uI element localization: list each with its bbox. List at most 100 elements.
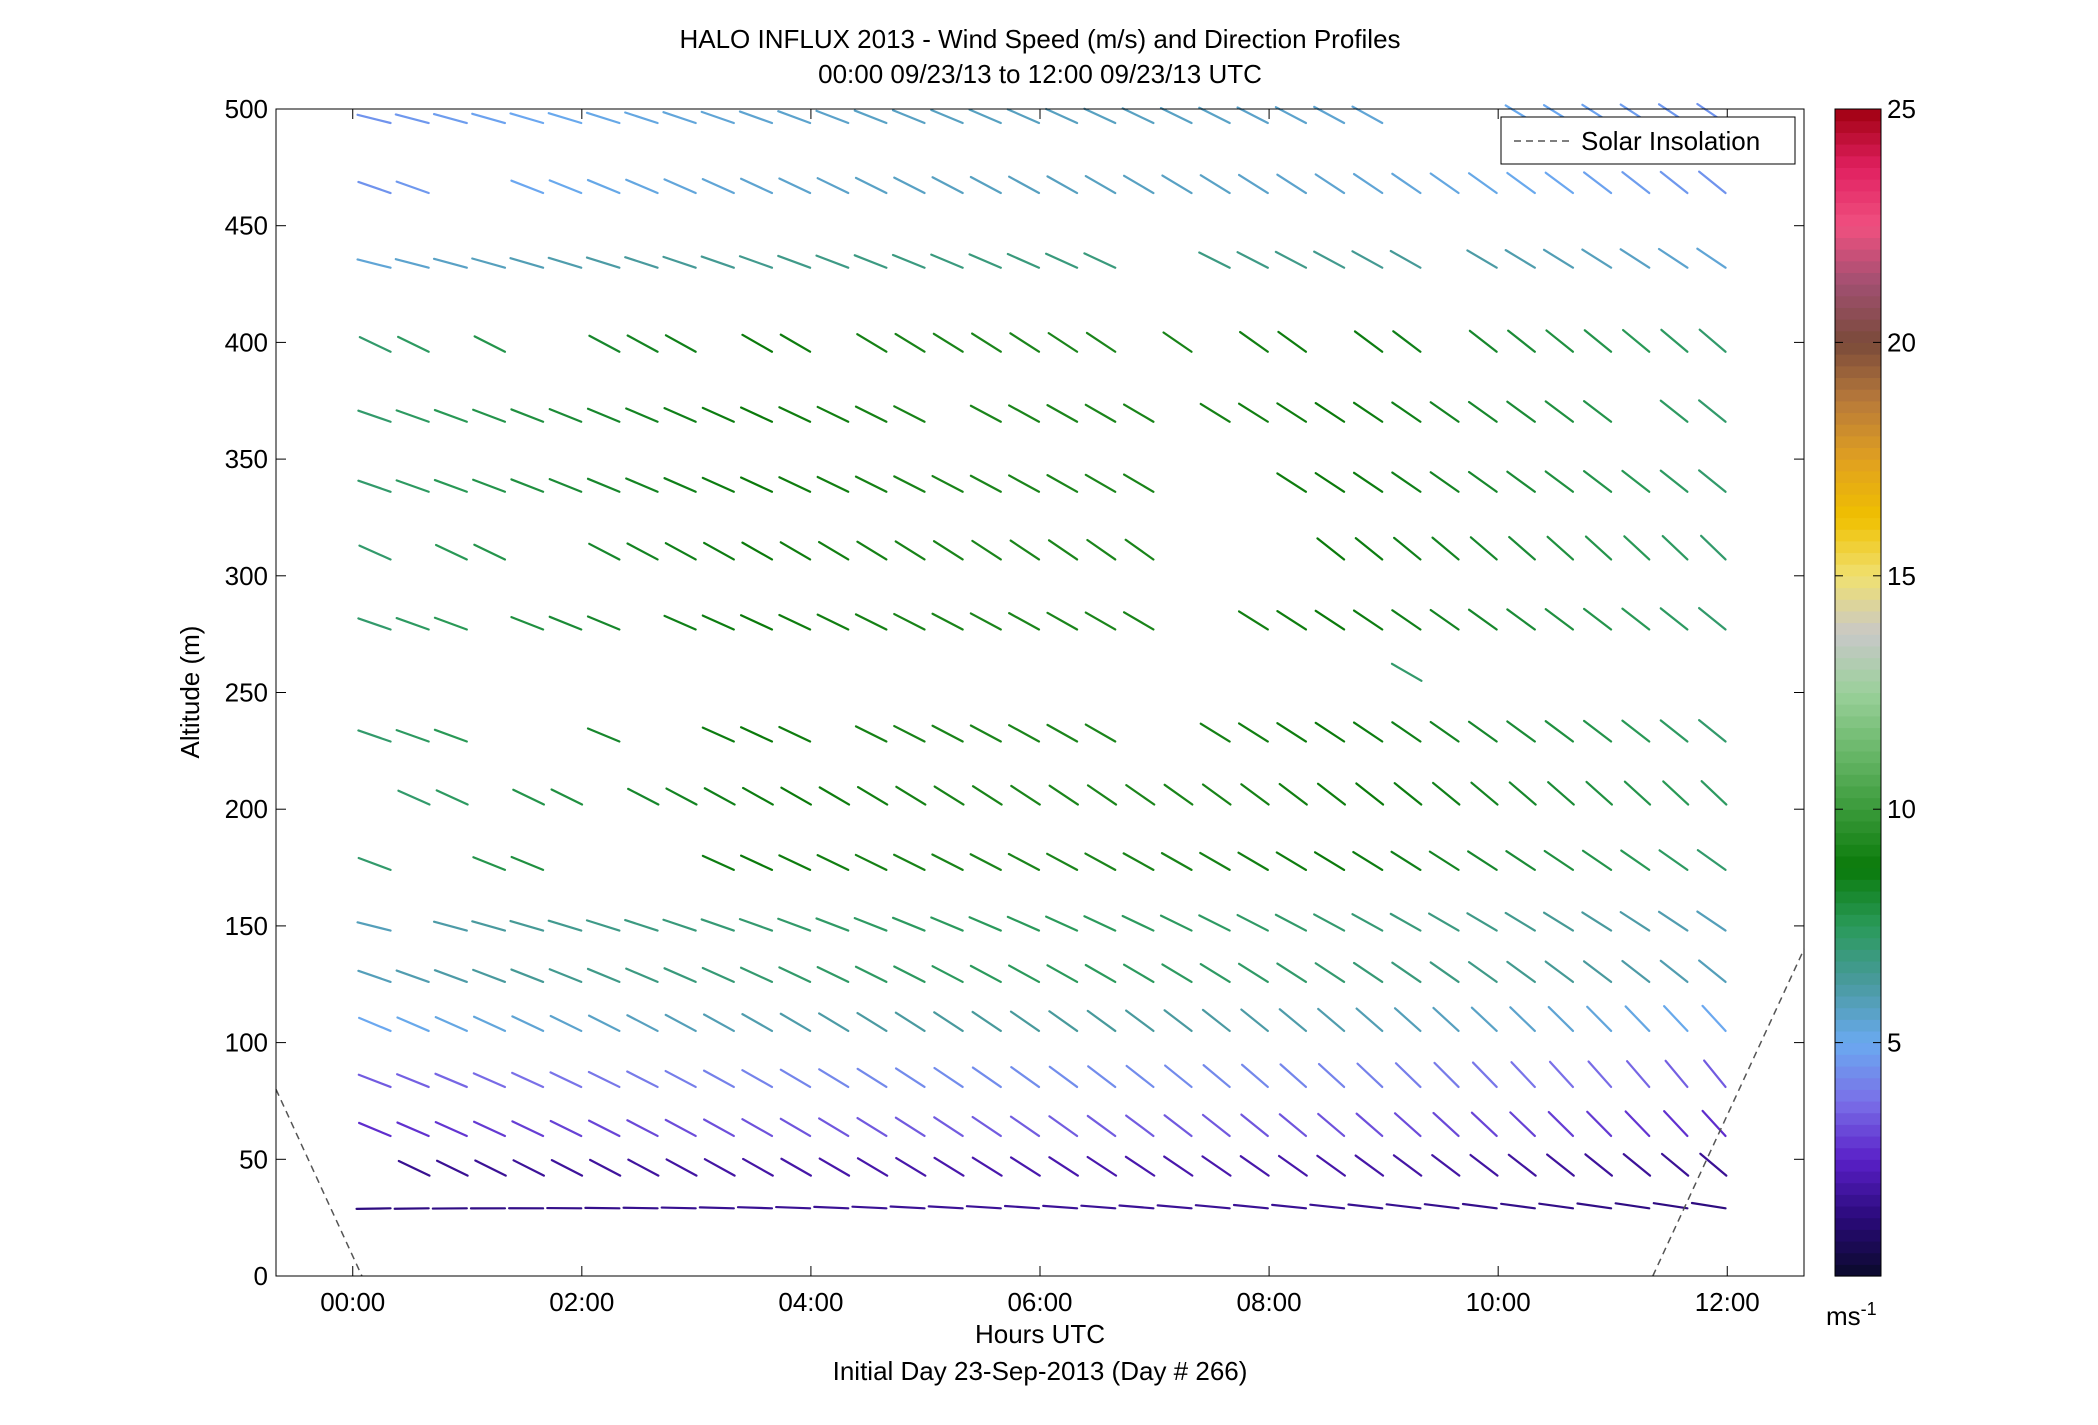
y-tick-label: 450 [225, 211, 268, 241]
wind-barb [933, 1011, 964, 1033]
wind-barb [1278, 782, 1308, 806]
wind-barb [548, 179, 583, 195]
wind-barb [969, 175, 1002, 195]
wind-barb [1163, 1009, 1193, 1033]
wind-barb [1469, 1153, 1499, 1177]
wind-barb [1431, 536, 1460, 561]
wind-barb [1703, 1059, 1727, 1089]
wind-barb [777, 110, 812, 125]
wind-barb [889, 1205, 926, 1210]
wind-barb [355, 1207, 392, 1211]
wind-barb [547, 256, 583, 269]
y-tick-label: 300 [225, 561, 268, 591]
wind-barb [434, 543, 468, 561]
wind-barb [548, 615, 583, 631]
wind-barb [1046, 723, 1079, 743]
wind-barb [1510, 1061, 1536, 1089]
y-tick-label: 50 [239, 1144, 268, 1174]
wind-barb [395, 180, 430, 195]
wind-barb [1232, 1203, 1269, 1210]
wind-barb [1509, 1006, 1536, 1033]
wind-barb [435, 789, 469, 806]
wind-barb [585, 256, 621, 269]
wind-barb [1355, 782, 1385, 806]
wind-barb [1048, 784, 1080, 806]
x-axis-sublabel: Initial Day 23-Sep-2013 (Day # 266) [833, 1356, 1248, 1386]
x-tick-label: 06:00 [1007, 1287, 1072, 1317]
wind-barb [1652, 1202, 1689, 1210]
wind-barb [510, 408, 545, 423]
wind-barb [780, 786, 813, 806]
wind-barb [1698, 399, 1727, 423]
wind-barb [701, 406, 735, 423]
wind-barb [1354, 537, 1384, 561]
wind-barb [1046, 611, 1079, 631]
colorbar-segment [1835, 715, 1881, 729]
wind-barb [1506, 608, 1536, 631]
wind-barb [1582, 960, 1613, 984]
wind-barb [1393, 1112, 1422, 1138]
wind-barb [931, 724, 964, 743]
wind-barb [585, 111, 621, 125]
wind-barb [588, 334, 621, 353]
colorbar-segment [1835, 750, 1881, 764]
wind-barb [1084, 403, 1117, 423]
wind-barb [1390, 850, 1422, 871]
wind-barb [665, 787, 698, 806]
wind-barb [1538, 1202, 1575, 1210]
wind-barb [1277, 330, 1308, 353]
wind-barb [1614, 1202, 1651, 1210]
colorbar-segment [1835, 727, 1881, 740]
wind-barb [971, 1010, 1002, 1033]
plot-background [276, 109, 1804, 1276]
wind-barb [1009, 1010, 1041, 1033]
wind-barb [664, 1069, 697, 1089]
wind-barb [549, 1119, 583, 1138]
wind-barb [1083, 915, 1117, 932]
wind-barb [930, 916, 964, 932]
wind-barb [891, 109, 926, 125]
wind-barb [1314, 721, 1346, 743]
wind-barb [662, 255, 697, 269]
wind-barb [1352, 850, 1384, 871]
wind-barb [1621, 607, 1651, 631]
wind-barb [969, 404, 1002, 423]
wind-barb [1009, 332, 1041, 353]
wind-barb [1122, 473, 1155, 493]
wind-barb [396, 1073, 430, 1089]
wind-barb [663, 178, 697, 195]
wind-barb [1121, 914, 1155, 932]
wind-barb [854, 965, 888, 984]
wind-barb [779, 541, 812, 561]
colorbar-segment [1835, 120, 1881, 133]
wind-barb [1466, 249, 1498, 269]
wind-barb [701, 178, 735, 195]
colorbar-segment [1835, 505, 1881, 519]
wind-barb [816, 405, 850, 423]
wind-barb [1160, 852, 1193, 871]
wind-barb [856, 1011, 888, 1033]
wind-barb [1548, 1060, 1575, 1089]
wind-barb [1045, 252, 1079, 269]
wind-barb [664, 334, 697, 353]
wind-barb [1122, 852, 1155, 871]
wind-barb [1467, 608, 1498, 631]
wind-barb [512, 788, 546, 806]
chart-subtitle: 00:00 09/23/13 to 12:00 09/23/13 UTC [818, 59, 1262, 89]
wind-barb [1003, 1204, 1041, 1210]
colorbar-segment [1835, 599, 1881, 612]
wind-barb [1199, 722, 1231, 743]
wind-barb [1085, 331, 1117, 353]
wind-barb [1542, 248, 1575, 269]
colorbar-segment [1835, 820, 1881, 834]
wind-barb [1657, 247, 1689, 269]
wind-barb [1277, 1154, 1308, 1177]
wind-barb [549, 1071, 583, 1089]
x-axis: 00:00 02:00 04:00 06:00 08:00 10:00 12:00 [320, 109, 1760, 1317]
wind-barb [1086, 1114, 1117, 1138]
wind-barb [1351, 913, 1384, 932]
legend-entry-solar-insolation: Solar Insolation [1581, 126, 1760, 156]
wind-barb [851, 1205, 888, 1210]
wind-barb [1621, 719, 1651, 743]
wind-barb [1429, 608, 1460, 631]
